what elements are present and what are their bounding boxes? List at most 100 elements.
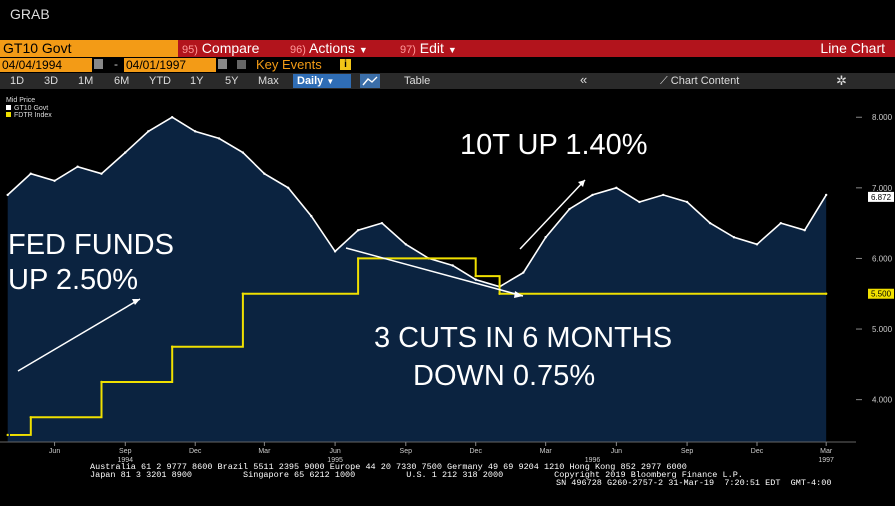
x-tick-label: Sep — [681, 448, 694, 455]
annotation-fed-up: UP 2.50% — [8, 264, 138, 296]
footer-line-1: Australia 61 2 9777 8600 Brazil 5511 239… — [90, 462, 687, 472]
tab-max[interactable]: Max — [258, 75, 279, 87]
data-point-gt10 — [568, 207, 571, 211]
data-point-fdtr — [356, 257, 360, 260]
data-point-gt10 — [522, 271, 525, 274]
data-point-gt10 — [100, 172, 103, 175]
data-point-fdtr — [29, 416, 32, 419]
gear-icon[interactable]: ✲ — [836, 73, 847, 88]
key-events-checkbox[interactable] — [237, 60, 246, 69]
line-chart-icon[interactable] — [360, 74, 380, 88]
security-field[interactable]: GT10 Govt — [0, 40, 178, 57]
start-date-field[interactable]: 04/04/1994 — [0, 58, 92, 72]
title-bar — [0, 0, 895, 40]
arrow-10t — [519, 179, 586, 250]
data-point-gt10 — [662, 193, 665, 197]
x-tick-label: Jun — [329, 448, 340, 455]
y-tick-label: 6.000 — [872, 254, 893, 263]
data-point-gt10 — [170, 116, 174, 119]
command-bar — [0, 40, 895, 57]
x-tick-label: Sep — [119, 448, 132, 455]
legend-header: Mid Price — [6, 97, 35, 104]
legend: Mid Price GT10 Govt FDTR Index — [6, 97, 52, 119]
footer-line-3: SN 496728 G260-2757-2 31-Mar-19 7:20:51 … — [556, 478, 832, 488]
frequency-label: Daily — [297, 75, 324, 87]
annotation-10t: 10T UP 1.40% — [460, 129, 648, 161]
data-point-gt10 — [824, 193, 828, 197]
last-value-badge — [868, 288, 894, 299]
data-point-gt10 — [474, 278, 477, 281]
tab-1y[interactable]: 1Y — [190, 75, 204, 87]
annotation-down: DOWN 0.75% — [413, 360, 595, 392]
data-point-gt10 — [53, 179, 56, 182]
data-point-gt10 — [241, 151, 245, 154]
data-point-gt10 — [755, 243, 759, 246]
chevron-down-icon: ▼ — [326, 77, 335, 86]
compare-menu[interactable]: 95) Compare — [182, 40, 259, 57]
data-point-gt10 — [124, 151, 127, 154]
data-point-gt10 — [287, 186, 290, 190]
annotation-fed-funds: FED FUNDS — [8, 229, 174, 261]
data-point-gt10 — [263, 172, 266, 175]
last-value-badge — [868, 191, 894, 202]
data-point-gt10 — [544, 236, 547, 239]
data-point-fdtr — [824, 292, 828, 295]
collapse-chevron-icon[interactable]: « — [580, 72, 588, 87]
chart-content-icon: ⟋ — [660, 75, 668, 87]
y-tick-label: 4.000 — [872, 396, 893, 405]
tab-5y[interactable]: 5Y — [225, 75, 239, 87]
end-date-field[interactable]: 04/01/1997 — [124, 58, 216, 72]
compare-label: Compare — [201, 40, 260, 56]
plot-area: 8.000 7.000 6.000 5.000 4.000 6.872 5.500 Jun Se… — [0, 113, 894, 463]
actions-dropdown-icon: ▼ — [358, 45, 368, 55]
data-point-gt10 — [356, 229, 360, 232]
chart-content-button[interactable]: ⟋ Chart Content — [660, 73, 739, 89]
x-tick-label: Dec — [189, 448, 202, 455]
table-button[interactable]: Table — [404, 75, 431, 87]
data-point-fdtr — [6, 433, 9, 437]
data-point-gt10 — [638, 200, 641, 204]
tab-1d[interactable]: 1D — [10, 75, 25, 87]
actions-label: Actions — [309, 40, 355, 56]
x-year-label: 1997 — [818, 457, 834, 463]
data-point-gt10 — [685, 200, 689, 204]
edit-menu[interactable]: 97) Edit ▼ — [400, 40, 457, 57]
tab-ytd[interactable]: YTD — [149, 75, 171, 87]
view-type-label[interactable]: Line Chart — [820, 40, 885, 56]
data-point-gt10 — [380, 221, 384, 225]
calendar-icon[interactable] — [218, 59, 227, 69]
frequency-dropdown[interactable]: Daily ▼ — [293, 74, 351, 88]
edit-label: Edit — [419, 40, 444, 56]
key-events-label[interactable]: Key Events — [256, 57, 322, 72]
tab-1m[interactable]: 1M — [78, 75, 94, 87]
footer-line-2: Japan 81 3 3201 8900 Singapore 65 6212 1… — [90, 470, 743, 480]
last-value-label: 5.500 — [871, 290, 892, 299]
x-tick-label: Jun — [49, 448, 60, 455]
annotation-cuts: 3 CUTS IN 6 MONTHS — [374, 322, 672, 354]
data-point-gt10 — [591, 193, 594, 197]
data-point-fdtr — [100, 380, 103, 384]
y-tick-label: 8.000 — [872, 113, 893, 122]
calendar-icon[interactable] — [94, 59, 103, 69]
chart-content-label: Chart Content — [670, 75, 740, 87]
arrow-cuts — [345, 247, 524, 297]
tab-6m[interactable]: 6M — [114, 75, 130, 87]
series-area-gt10 — [7, 117, 827, 442]
tab-3d[interactable]: 3D — [44, 75, 59, 87]
arrow-fed-funds — [17, 298, 141, 372]
data-point-gt10 — [451, 264, 454, 267]
edit-number: 97) — [400, 44, 416, 56]
actions-number: 96) — [290, 44, 306, 56]
x-tick-label: Mar — [540, 448, 553, 455]
actions-menu[interactable]: 96) Actions ▼ — [290, 40, 368, 57]
series-line-gt10 — [7, 116, 827, 288]
data-point-gt10 — [803, 229, 806, 232]
compare-number: 95) — [182, 44, 198, 56]
info-icon[interactable]: i — [340, 59, 351, 70]
data-point-gt10 — [76, 165, 79, 168]
arrowhead — [132, 299, 140, 305]
data-point-gt10 — [147, 130, 150, 133]
y-tick-label: 5.000 — [872, 325, 893, 334]
data-point-gt10 — [194, 130, 197, 133]
y-tick-label: 7.000 — [872, 184, 893, 193]
